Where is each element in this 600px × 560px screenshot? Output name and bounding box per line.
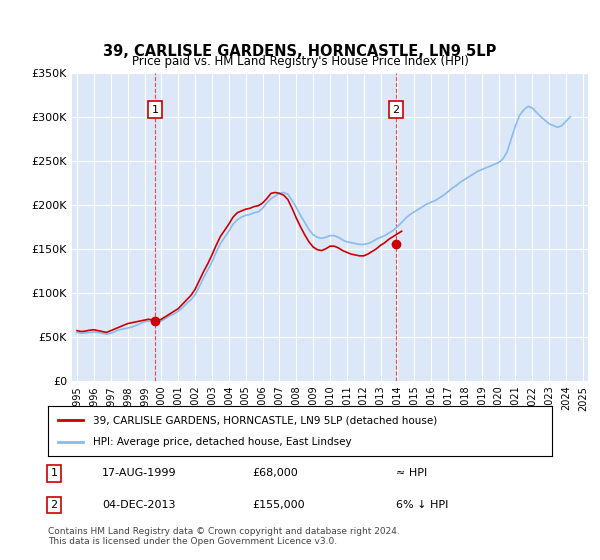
- Text: 39, CARLISLE GARDENS, HORNCASTLE, LN9 5LP (detached house): 39, CARLISLE GARDENS, HORNCASTLE, LN9 5L…: [94, 415, 437, 425]
- Text: 17-AUG-1999: 17-AUG-1999: [102, 468, 176, 478]
- Text: Contains HM Land Registry data © Crown copyright and database right 2024.
This d: Contains HM Land Registry data © Crown c…: [48, 526, 400, 546]
- Text: £155,000: £155,000: [252, 500, 305, 510]
- Text: 39, CARLISLE GARDENS, HORNCASTLE, LN9 5LP: 39, CARLISLE GARDENS, HORNCASTLE, LN9 5L…: [103, 44, 497, 59]
- Text: Price paid vs. HM Land Registry's House Price Index (HPI): Price paid vs. HM Land Registry's House …: [131, 55, 469, 68]
- Text: 1: 1: [151, 105, 158, 115]
- Text: 1: 1: [50, 468, 58, 478]
- Text: 2: 2: [392, 105, 400, 115]
- Text: HPI: Average price, detached house, East Lindsey: HPI: Average price, detached house, East…: [94, 437, 352, 447]
- Text: ≈ HPI: ≈ HPI: [396, 468, 427, 478]
- Text: £68,000: £68,000: [252, 468, 298, 478]
- Text: 2: 2: [50, 500, 58, 510]
- Text: 6% ↓ HPI: 6% ↓ HPI: [396, 500, 448, 510]
- Text: 04-DEC-2013: 04-DEC-2013: [102, 500, 176, 510]
